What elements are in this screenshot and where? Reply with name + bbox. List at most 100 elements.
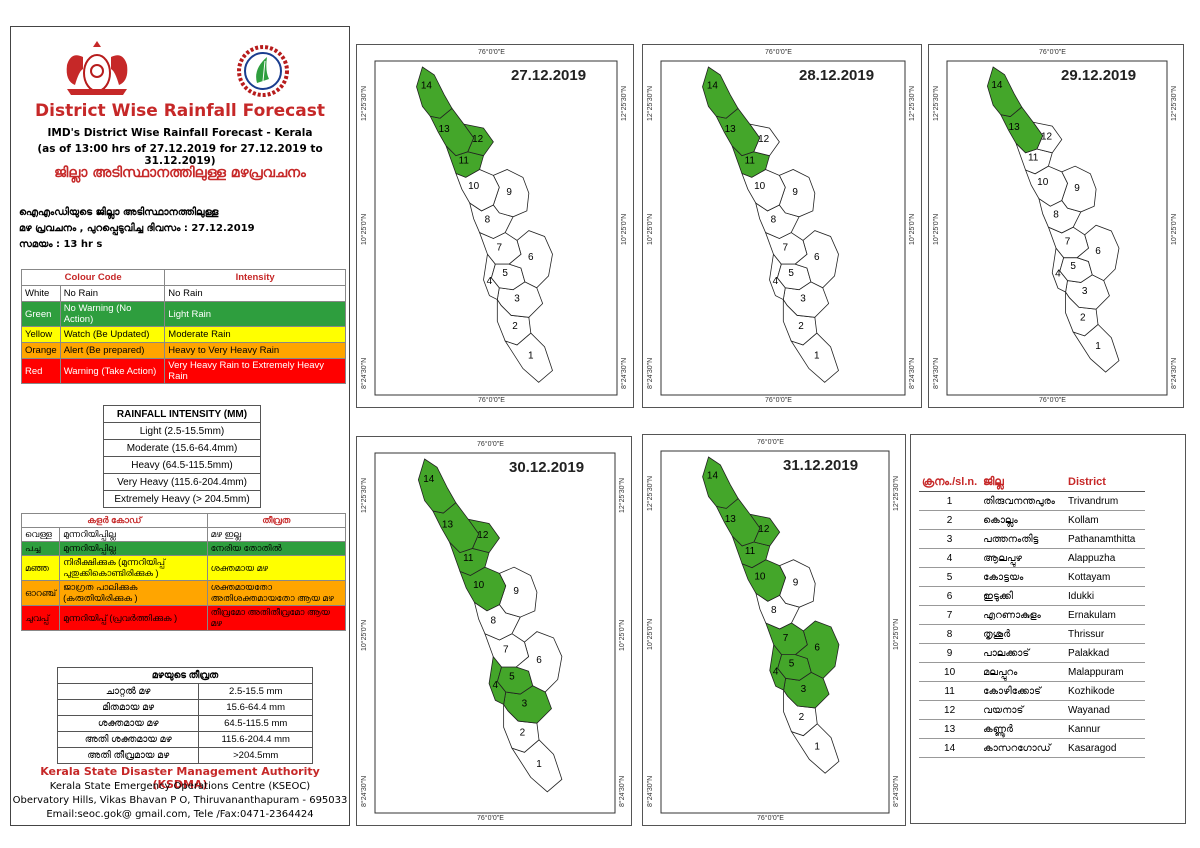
- latitude-right: 8°24'30"N: [621, 357, 628, 389]
- district-label: 3: [522, 699, 528, 710]
- mal-colour-code-cell: ഓറഞ്ച്: [20, 580, 61, 606]
- longitude-bottom: 76°0'0"E: [1039, 397, 1066, 404]
- latitude-left: 10°25'0"N: [647, 213, 654, 245]
- mal-colour-code-cell: മുന്നറിയിപ്പ് (പ്രവർത്തിക്കുക ): [59, 605, 208, 631]
- latitude-right: 12°25'30"N: [893, 475, 900, 511]
- district-label: 5: [1070, 261, 1076, 272]
- district-en-name: Ernakulam: [1065, 605, 1145, 625]
- latitude-right: 12°25'30"N: [621, 85, 628, 121]
- longitude-top: 76°0'0"E: [478, 49, 505, 56]
- latitude-right: 8°24'30"N: [619, 775, 626, 807]
- malayalam-title: ജില്ലാ അടിസ്ഥാനത്തിലുള്ള മഴപ്രവചനം: [54, 165, 306, 181]
- colour-code-row: Orange Alert (Be prepared) Heavy to Very H…: [21, 342, 346, 359]
- district-ml-name: ഇടുക്കി: [980, 586, 1066, 606]
- district-en-name: Kollam: [1065, 510, 1145, 530]
- mal-colour-code-row: പച്ച മുന്നറിയിപ്പില്ല നേരിയ തോതിൽ: [20, 541, 347, 556]
- district-ml-header: ജില്ല: [980, 473, 1066, 492]
- intensity-cell: Extremely Heavy (> 204.5mm): [103, 490, 261, 508]
- district-label: 12: [758, 524, 770, 535]
- district-en-name: Alappuzha: [1065, 548, 1145, 568]
- mal-colour-code-cell: മുന്നറിയിപ്പില്ല: [59, 541, 208, 556]
- district-label: 5: [502, 268, 508, 279]
- district-label: 14: [707, 81, 719, 92]
- district-row: 5 കോട്ടയം Kottayam: [919, 567, 1145, 587]
- district-label: 8: [1053, 210, 1059, 221]
- district-ml-name: എറണാകുളം: [980, 605, 1066, 625]
- footer-line-1: Kerala State Disaster Management Authori…: [40, 765, 320, 791]
- mal-intensity-row: ശക്തമായ മഴ 64.5-115.5 mm: [56, 715, 313, 732]
- colour-code-cell: Alert (Be prepared): [59, 342, 166, 359]
- mal-colour-code-row: ചുവപ്പ് മുന്നറിയിപ്പ് (പ്രവർത്തിക്കുക ) തീ…: [20, 605, 347, 631]
- intensity-cell: Light (2.5-15.5mm): [103, 422, 261, 440]
- mal-colour-code-cell: തീവ്രമോ അതിതീവ്രമോ ആയ മഴ: [206, 605, 347, 631]
- district-label: 1: [814, 741, 820, 752]
- district-en-name: Trivandrum: [1065, 491, 1145, 511]
- district-number: 11: [919, 681, 981, 701]
- intensity-row: Light (2.5-15.5mm): [103, 422, 261, 440]
- district-number: 6: [919, 586, 981, 606]
- mal-colour-code-row: മഞ്ഞ നിരീക്ഷിക്കുക (മുന്നറിയിപ്പ് പുതുക്ക…: [20, 555, 347, 581]
- district-label: 8: [771, 605, 777, 616]
- district-en-name: Thrissur: [1065, 624, 1145, 644]
- district-ml-name: പത്തനംതിട്ട: [980, 529, 1066, 549]
- district-label: 1: [536, 759, 542, 770]
- subtitle-forecast: IMD's District Wise Rainfall Forecast - …: [47, 127, 313, 139]
- district-ml-name: പാലക്കാട്: [980, 643, 1066, 663]
- colour-code-cell: No Warning (No Action): [59, 301, 166, 327]
- district-label: 6: [528, 252, 534, 263]
- mal-intensity-label: ശക്തമായ മഴ: [56, 715, 200, 732]
- latitude-right: 10°25'0"N: [1171, 213, 1178, 245]
- latitude-left: 8°24'30"N: [647, 775, 654, 807]
- district-ml-name: തിരുവനന്തപുരം: [980, 491, 1066, 511]
- district-label: 7: [503, 644, 509, 655]
- latitude-left: 12°25'30"N: [361, 477, 368, 513]
- district-number: 10: [919, 662, 981, 682]
- district-label: 9: [1074, 183, 1080, 194]
- mal-intensity-label: അതി ശക്തമായ മഴ: [56, 731, 200, 748]
- footer-contact: Email:seoc.gok@ gmail.com, Tele /Fax:047…: [46, 809, 314, 820]
- forecast-date: 30.12.2019: [509, 459, 585, 476]
- district-number: 13: [919, 719, 981, 739]
- district-number: 3: [919, 529, 981, 549]
- colour-code-cell: Red: [21, 358, 61, 384]
- latitude-left: 12°25'30"N: [361, 85, 368, 121]
- malayalam-intensity-table: മഴയുടെ തീവ്രത ചാറ്റൽ മഴ 2.5-15.5 mm മിതമായ…: [56, 667, 313, 764]
- mal-colour-code-cell: ജാഗ്രത പാലിക്കുക (കരുതിയിരിക്കുക ): [59, 580, 208, 606]
- district-row: 6 ഇടുക്കി Idukki: [919, 586, 1145, 606]
- latitude-left: 8°24'30"N: [933, 357, 940, 389]
- district-label: 13: [725, 514, 737, 525]
- district-row: 14 കാസറഗോഡ് Kasaragod: [919, 738, 1145, 758]
- info-panel: District Wise Rainfall Forecast IMD's Di…: [10, 26, 350, 826]
- district-ml-name: ആലപ്പുഴ: [980, 548, 1066, 568]
- district-row: 1 തിരുവനന്തപുരം Trivandrum: [919, 491, 1145, 511]
- latitude-left: 12°25'30"N: [647, 475, 654, 511]
- intensity-cell: Moderate (15.6-64.4mm): [103, 439, 261, 457]
- district-label: 13: [725, 124, 737, 135]
- district-label: 12: [1041, 131, 1053, 142]
- mal-intensity-row: അതി ശക്തമായ മഴ 115.6-204.4 mm: [56, 731, 313, 748]
- district-label: 9: [506, 187, 512, 198]
- district-ml-name: കൊല്ലം: [980, 510, 1066, 530]
- district-label: 1: [528, 351, 534, 362]
- district-label: 11: [745, 546, 756, 557]
- district-number: 12: [919, 700, 981, 720]
- mal-intensity-label: മിതമായ മഴ: [56, 699, 200, 716]
- district-label: 10: [473, 580, 485, 591]
- page-title: District Wise Rainfall Forecast: [35, 101, 325, 121]
- latitude-right: 8°24'30"N: [909, 357, 916, 389]
- colour-code-row: Green No Warning (No Action) Light Rain: [21, 301, 346, 327]
- latitude-right: 12°25'30"N: [619, 477, 626, 513]
- district-label: 4: [487, 276, 493, 287]
- district-label: 14: [707, 471, 719, 482]
- district-row: 9 പാലക്കാട് Palakkad: [919, 643, 1145, 663]
- district-number: 7: [919, 605, 981, 625]
- subtitle-period: (as of 13:00 hrs of 27.12.2019 for 27.12…: [37, 143, 323, 167]
- district-label: 14: [991, 80, 1003, 91]
- district-en-name: Kannur: [1065, 719, 1145, 739]
- rainfall-intensity-table: RAINFALL INTENSITY (MM) Light (2.5-15.5m…: [103, 405, 261, 508]
- latitude-left: 10°25'0"N: [933, 213, 940, 245]
